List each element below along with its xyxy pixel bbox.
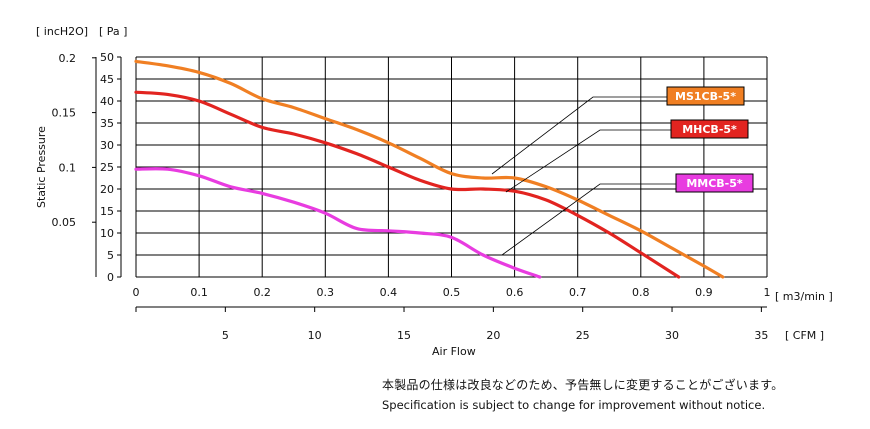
y-units-pa: [ Pa ] bbox=[99, 25, 127, 38]
pa-tick-label: 10 bbox=[100, 227, 114, 240]
m3-tick-label: 0.6 bbox=[506, 286, 524, 299]
pa-tick-label: 30 bbox=[100, 139, 114, 152]
cfm-tick-label: 30 bbox=[665, 329, 679, 342]
cfm-tick-label: 5 bbox=[222, 329, 229, 342]
pa-tick-label: 0 bbox=[107, 271, 114, 284]
legend-label: MHCB-5* bbox=[682, 123, 737, 136]
axes bbox=[92, 56, 767, 312]
legend-item-ms1cb: MS1CB-5* bbox=[491, 86, 745, 175]
pa-tick-label: 45 bbox=[100, 73, 114, 86]
inch-tick-label: 0.05 bbox=[52, 216, 77, 229]
series-line-mmcb bbox=[134, 167, 542, 279]
legend-swatch bbox=[670, 119, 749, 139]
m3-tick-label: 1 bbox=[764, 286, 771, 299]
y-units-incH2O: [ incH2O] bbox=[36, 25, 88, 38]
cfm-tick-label: 10 bbox=[308, 329, 322, 342]
disclaimer-japanese: 本製品の仕様は改良などのため、予告無しに変更することがございます。 bbox=[382, 378, 784, 392]
inch-tick-label: 0.2 bbox=[59, 52, 77, 65]
pa-tick-label: 50 bbox=[100, 51, 114, 64]
pa-tick-label: 35 bbox=[100, 117, 114, 130]
series-lines bbox=[134, 59, 725, 279]
legend-item-mhcb: MHCB-5* bbox=[505, 119, 749, 193]
cfm-tick-label: 35 bbox=[754, 329, 768, 342]
legend-leader-line bbox=[505, 129, 671, 193]
m3-tick-label: 0 bbox=[133, 286, 140, 299]
cfm-tick-label: 15 bbox=[397, 329, 411, 342]
x-units-m3min: [ m3/min ] bbox=[775, 290, 833, 303]
m3-tick-label: 0.4 bbox=[380, 286, 398, 299]
m3-tick-label: 0.7 bbox=[569, 286, 587, 299]
legend: MS1CB-5* MHCB-5* MMCB-5* bbox=[491, 86, 754, 256]
legend-leader-line bbox=[501, 183, 676, 256]
disclaimer-english: Specification is subject to change for i… bbox=[382, 398, 766, 412]
pa-tick-label: 20 bbox=[100, 183, 114, 196]
m3-tick-label: 0.1 bbox=[190, 286, 208, 299]
legend-item-mmcb: MMCB-5* bbox=[501, 173, 754, 256]
m3-tick-label: 0.8 bbox=[632, 286, 650, 299]
series-line-mhcb bbox=[134, 90, 681, 279]
legend-label: MMCB-5* bbox=[686, 177, 743, 190]
m3-tick-label: 0.2 bbox=[253, 286, 271, 299]
x-units-cfm: [ CFM ] bbox=[785, 329, 824, 342]
cfm-tick-label: 25 bbox=[576, 329, 590, 342]
pa-tick-label: 40 bbox=[100, 95, 114, 108]
pa-tick-label: 25 bbox=[100, 161, 114, 174]
x-axis-label: Air Flow bbox=[432, 345, 476, 358]
series-line-ms1cb bbox=[134, 59, 725, 279]
pa-tick-label: 15 bbox=[100, 205, 114, 218]
m3-tick-label: 0.3 bbox=[317, 286, 335, 299]
pa-tick-label: 5 bbox=[107, 249, 114, 262]
cfm-tick-label: 20 bbox=[486, 329, 500, 342]
legend-swatch bbox=[675, 173, 754, 193]
grid bbox=[135, 56, 768, 278]
legend-leader-line bbox=[491, 96, 667, 175]
y-axis-label: Static Pressure bbox=[35, 126, 48, 208]
legend-swatch bbox=[666, 86, 745, 106]
legend-label: MS1CB-5* bbox=[675, 90, 736, 103]
m3-tick-label: 0.5 bbox=[443, 286, 461, 299]
inch-tick-label: 0.1 bbox=[59, 161, 77, 174]
inch-tick-label: 0.15 bbox=[52, 107, 77, 120]
m3-tick-label: 0.9 bbox=[695, 286, 713, 299]
